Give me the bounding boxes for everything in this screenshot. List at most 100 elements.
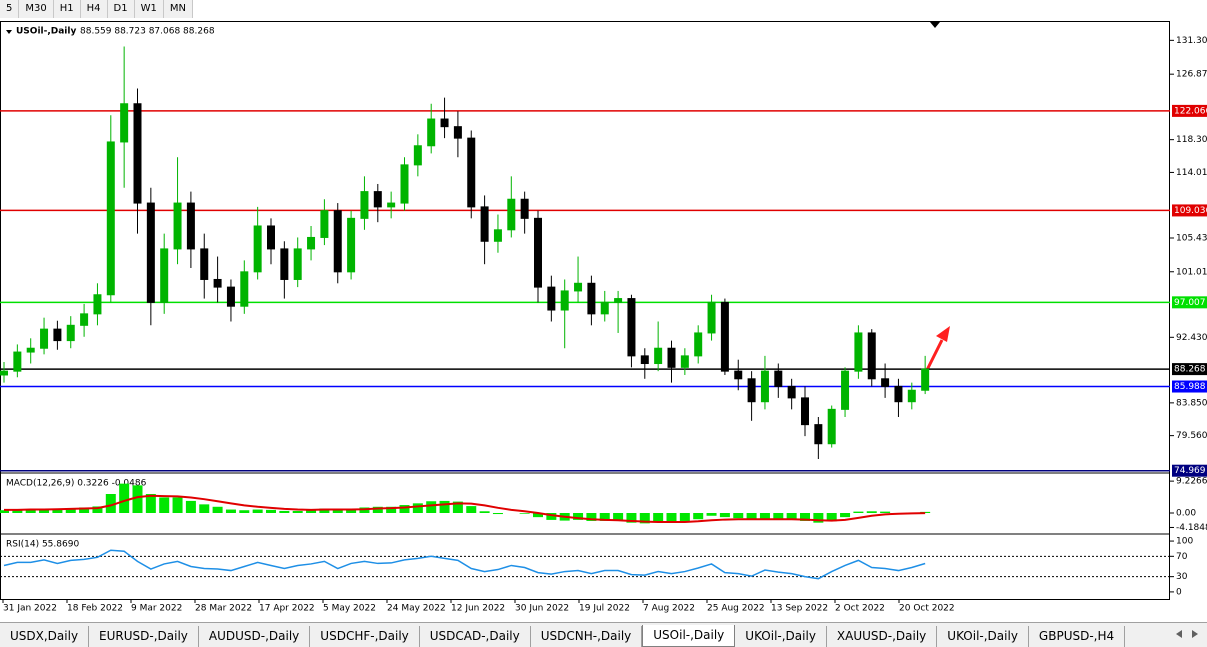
candle-body (882, 379, 889, 387)
chart-tab[interactable]: UKOil-,Daily (937, 626, 1029, 647)
candle-body (227, 287, 234, 306)
macd-bar (733, 513, 743, 518)
chart-tab[interactable]: USDCNH-,Daily (531, 626, 643, 647)
macd-bar (466, 506, 476, 513)
x-tick-label: 7 Aug 2022 (643, 604, 695, 614)
tab-scroll[interactable] (1172, 628, 1202, 640)
candle-body (802, 398, 809, 425)
candle-body (761, 371, 768, 402)
candle-body (254, 226, 261, 272)
chart-tab[interactable]: USOil-,Daily (642, 625, 735, 647)
chart-tab[interactable]: UKOil-,Daily (735, 626, 827, 647)
macd-bar (493, 513, 503, 514)
candle-body (668, 348, 675, 367)
y-tick-label: 114.010 (1176, 168, 1207, 178)
candle-body (308, 237, 315, 248)
timeframe-button[interactable]: M30 (19, 0, 53, 18)
timeframe-button[interactable]: MN (164, 0, 193, 18)
candle-body (414, 146, 421, 165)
candle-body (388, 203, 395, 207)
candle-body (321, 211, 328, 238)
chart-title: USOil-,Daily (16, 27, 76, 37)
candle-body (615, 299, 622, 303)
macd-bar (173, 497, 183, 513)
candle-body (641, 356, 648, 364)
macd-bar (880, 512, 890, 513)
chart-tab[interactable]: USDCHF-,Daily (310, 626, 419, 647)
candle-body (1, 371, 8, 375)
candle-body (895, 386, 902, 401)
level-label: 88.268 (1174, 365, 1206, 375)
macd-bar (680, 513, 690, 521)
x-tick-label: 2 Oct 2022 (835, 604, 885, 614)
timeframe-button[interactable]: D1 (108, 0, 135, 18)
candle-body (107, 142, 114, 295)
chart-tab[interactable]: GBPUSD-,H4 (1029, 626, 1125, 647)
level-label: 85.988 (1174, 382, 1206, 392)
candle-body (54, 329, 61, 340)
candle-body (268, 226, 275, 249)
y-tick-label: 131.300 (1176, 36, 1207, 46)
chart-tab[interactable]: EURUSD-,Daily (89, 626, 199, 647)
macd-bar (667, 513, 677, 522)
x-tick-label: 25 Aug 2022 (707, 604, 765, 614)
chart-tab[interactable]: AUDUSD-,Daily (199, 626, 310, 647)
y-tick-label: 105.430 (1176, 233, 1207, 243)
candle-body (27, 348, 34, 352)
candle-body (815, 425, 822, 444)
candle-body (468, 138, 475, 207)
macd-bar (293, 511, 303, 513)
x-tick-label: 30 Jun 2022 (515, 604, 569, 614)
chart-tab[interactable]: USDX,Daily (0, 626, 89, 647)
candle-body (721, 302, 728, 371)
chart-tab[interactable]: USDCAD-,Daily (420, 626, 531, 647)
candle-body (481, 207, 488, 241)
macd-bar (213, 507, 223, 513)
macd-bar (426, 501, 436, 513)
candle-body (735, 371, 742, 379)
x-tick-label: 12 Jun 2022 (451, 604, 505, 614)
chart-window: 131.300126.870118.300114.010105.430101.0… (0, 0, 1207, 622)
candle-body (14, 352, 21, 371)
y-tick-label: 92.430 (1176, 333, 1207, 343)
level-label: 74.969 (1174, 466, 1206, 476)
macd-bar (653, 513, 663, 522)
macd-bar (119, 484, 129, 513)
timeframe-button[interactable]: 5 (0, 0, 19, 18)
candle-body (521, 199, 528, 218)
macd-bar (266, 510, 276, 513)
candle-body (628, 299, 635, 356)
candle-body (294, 249, 301, 280)
x-tick-label: 5 May 2022 (323, 604, 376, 614)
macd-bar (133, 485, 143, 513)
candle-body (187, 203, 194, 249)
candle-body (535, 218, 542, 287)
macd-bar (840, 513, 850, 517)
x-tick-label: 19 Jul 2022 (579, 604, 630, 614)
chart-tab[interactable]: XAUUSD-,Daily (827, 626, 937, 647)
candle-body (454, 127, 461, 138)
candle-body (748, 379, 755, 402)
candle-body (214, 279, 221, 287)
timeframe-button[interactable]: W1 (135, 0, 164, 18)
ohlc-text: 88.559 88.723 87.068 88.268 (80, 27, 215, 37)
y-tick-label: 9.2266 (1176, 477, 1207, 487)
candle-body (81, 314, 88, 325)
candle-body (655, 348, 662, 363)
timeframe-button[interactable]: H4 (81, 0, 108, 18)
candle-body (41, 329, 48, 348)
macd-bar (720, 513, 730, 517)
candle-body (855, 333, 862, 371)
macd-bar (226, 510, 236, 513)
candle-body (868, 333, 875, 379)
candle-body (828, 409, 835, 443)
level-label: 97.007 (1174, 298, 1206, 308)
macd-bar (253, 510, 263, 513)
candle-body (788, 386, 795, 397)
timeframe-button[interactable]: H1 (54, 0, 81, 18)
candle-body (94, 295, 101, 314)
candle-body (561, 291, 568, 310)
macd-bar (867, 511, 877, 513)
